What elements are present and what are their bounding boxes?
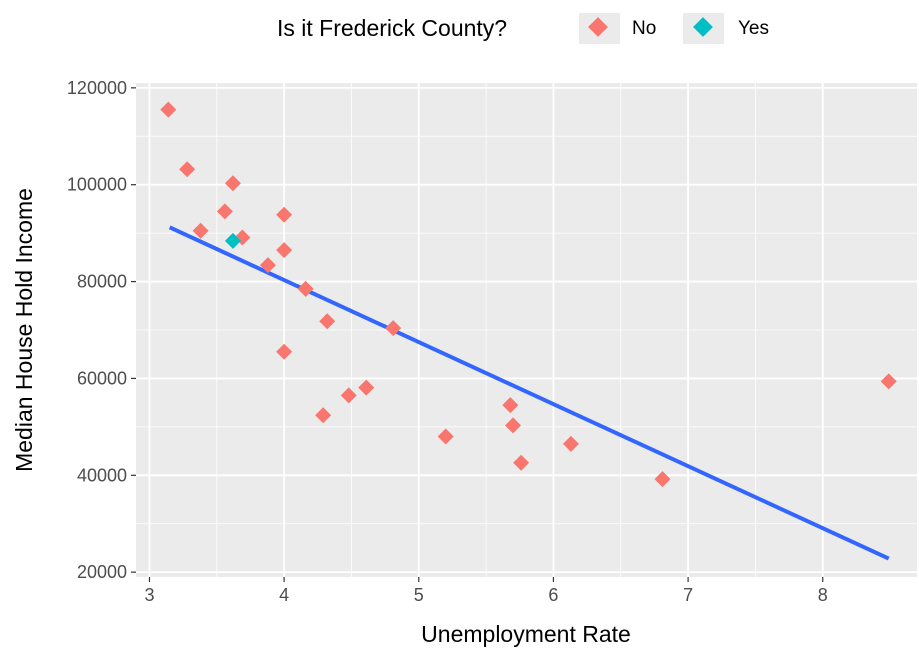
data-point-no	[319, 313, 336, 330]
legend: Is it Frederick County? No Yes	[277, 13, 769, 44]
x-tick-label: 5	[414, 585, 424, 605]
axis-ticks: 3 4 5 6 7 8 20000 40000 60000 80000 100000 120000	[67, 78, 828, 605]
data-point-no	[276, 242, 293, 259]
data-point-no	[259, 257, 276, 274]
y-tick-label: 20000	[77, 562, 127, 582]
y-axis-title: Median House Hold Income	[11, 188, 37, 472]
data-point-no	[160, 101, 177, 118]
y-tick-label: 40000	[77, 465, 127, 485]
y-tick-label: 100000	[67, 175, 127, 195]
data-point-no	[505, 417, 522, 434]
x-tick-label: 7	[683, 585, 693, 605]
legend-label-no: No	[632, 18, 656, 39]
gridlines	[136, 83, 917, 577]
data-point-no	[297, 280, 314, 297]
legend-label-yes: Yes	[738, 18, 769, 39]
data-point-no	[513, 454, 530, 471]
y-tick-label: 120000	[67, 78, 127, 98]
data-point-no	[216, 203, 233, 220]
data-point-no	[654, 471, 671, 488]
trend-line	[168, 225, 890, 561]
data-point-no	[276, 206, 293, 223]
data-points	[160, 101, 897, 488]
x-tick-label: 8	[818, 585, 828, 605]
data-point-no	[224, 175, 241, 192]
data-point-no	[315, 407, 332, 424]
data-point-no	[358, 379, 375, 396]
trend-line-group	[168, 225, 890, 561]
data-point-no	[192, 222, 209, 239]
data-point-no	[385, 320, 402, 337]
x-axis-title: Unemployment Rate	[421, 621, 631, 647]
data-point-yes	[224, 232, 241, 249]
x-tick-label: 4	[279, 585, 289, 605]
y-tick-label: 60000	[77, 368, 127, 388]
data-point-no	[502, 397, 519, 414]
data-point-no	[276, 343, 293, 360]
data-point-no	[437, 428, 454, 445]
data-point-no	[179, 161, 196, 178]
data-point-no	[880, 373, 897, 390]
data-point-no	[562, 435, 579, 452]
legend-title: Is it Frederick County?	[277, 15, 507, 41]
x-tick-label: 3	[144, 585, 154, 605]
data-point-no	[340, 387, 357, 404]
y-tick-label: 80000	[77, 272, 127, 292]
x-tick-label: 6	[548, 585, 558, 605]
